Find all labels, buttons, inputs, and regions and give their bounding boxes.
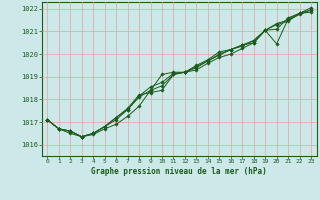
X-axis label: Graphe pression niveau de la mer (hPa): Graphe pression niveau de la mer (hPa) bbox=[91, 167, 267, 176]
